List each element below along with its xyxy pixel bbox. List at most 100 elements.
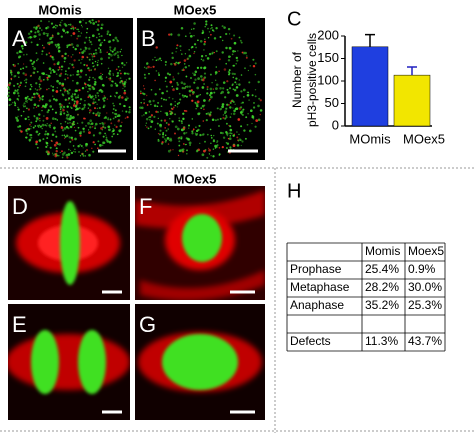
cell-dot xyxy=(56,119,59,121)
cell-dot xyxy=(77,94,79,96)
cell-dot xyxy=(148,116,150,118)
table-cell: Metaphase xyxy=(290,280,350,294)
cell-dot xyxy=(39,27,41,30)
cell-dot xyxy=(91,55,94,58)
cell-dot xyxy=(229,101,232,104)
cell-dot xyxy=(19,68,22,71)
cell-dot xyxy=(159,129,162,132)
cell-dot xyxy=(195,150,199,153)
cell-dot xyxy=(56,154,59,157)
cell-dot xyxy=(45,53,48,56)
cell-dot xyxy=(199,94,201,96)
cell-dot xyxy=(206,133,209,136)
cell-dot xyxy=(232,107,234,109)
cell-dot xyxy=(53,143,57,147)
cell-dot xyxy=(164,140,167,143)
cell-dot xyxy=(167,128,169,130)
cell-dot xyxy=(176,127,180,131)
cell-dot xyxy=(238,36,241,39)
cell-dot xyxy=(116,74,120,77)
cell-dot xyxy=(180,49,182,51)
cell-dot xyxy=(67,91,70,95)
cell-dot xyxy=(78,150,80,153)
cell-dot xyxy=(175,51,177,53)
cell-dot xyxy=(205,119,208,122)
cell-dot xyxy=(7,86,10,89)
cell-dot xyxy=(241,140,244,143)
cell-dot xyxy=(29,83,32,86)
cell-dot xyxy=(19,84,21,87)
cell-dot xyxy=(69,140,72,143)
cell-dot xyxy=(225,141,228,144)
cell-dot xyxy=(46,110,49,114)
cell-dot xyxy=(66,44,69,47)
cell-dot xyxy=(81,55,85,59)
cell-dot xyxy=(30,59,33,62)
cell-dot xyxy=(227,55,231,59)
cell-dot xyxy=(105,134,107,136)
cell-dot xyxy=(125,110,128,113)
cell-dot xyxy=(251,94,254,97)
cell-dot xyxy=(119,50,122,53)
cell-dot xyxy=(111,50,114,53)
cell-dot xyxy=(217,107,219,110)
cell-dot xyxy=(203,43,206,46)
cell-dot xyxy=(46,32,49,35)
cell-dot xyxy=(228,46,231,50)
cell-dot xyxy=(20,114,23,117)
cell-dot xyxy=(191,130,194,133)
cell-dot xyxy=(200,58,203,60)
cell-dot xyxy=(108,52,111,56)
cell-dot xyxy=(252,58,255,61)
cell-dot xyxy=(230,37,233,40)
cell-dot xyxy=(229,132,232,135)
cell-dot xyxy=(197,112,201,116)
cell-dot xyxy=(36,43,39,47)
cell-dot xyxy=(95,122,98,126)
cell-dot xyxy=(143,88,146,90)
cell-dot xyxy=(78,30,80,33)
cell-dot xyxy=(126,72,128,75)
cell-dot xyxy=(17,76,20,79)
cell-dot xyxy=(235,86,239,89)
cell-dot xyxy=(63,127,67,130)
cell-dot xyxy=(236,136,239,139)
cell-dot xyxy=(71,122,74,125)
cell-dot xyxy=(84,100,86,102)
cell-dot xyxy=(227,27,231,31)
cell-dot xyxy=(64,52,67,56)
cell-dot xyxy=(61,68,63,71)
cell-dot xyxy=(89,76,91,79)
cell-dot xyxy=(215,50,218,53)
cell-dot xyxy=(185,75,188,78)
cell-dot xyxy=(60,150,64,153)
cell-dot xyxy=(228,137,232,141)
cell-dot xyxy=(230,113,233,115)
cell-dot xyxy=(76,44,79,47)
cell-dot xyxy=(51,152,54,154)
cell-dot xyxy=(73,126,76,129)
cell-dot xyxy=(68,88,71,91)
cell-dot xyxy=(193,81,196,84)
cell-dot xyxy=(27,32,31,36)
cell-dot xyxy=(183,87,186,90)
cell-dot xyxy=(121,54,123,57)
cell-dot xyxy=(52,86,55,88)
cell-dot xyxy=(193,73,197,77)
cell-dot xyxy=(225,132,229,135)
cell-dot xyxy=(111,111,114,114)
cell-dot xyxy=(174,104,177,107)
cell-dot xyxy=(46,78,49,81)
cell-dot xyxy=(63,137,66,140)
cell-dot xyxy=(175,87,179,90)
cell-dot xyxy=(94,78,96,80)
cell-dot xyxy=(172,106,175,109)
cell-dot xyxy=(86,149,88,151)
cell-dot xyxy=(195,46,197,49)
cell-dot xyxy=(154,93,157,96)
cell-dot xyxy=(92,112,95,115)
cell-dot xyxy=(164,127,167,129)
cell-dot xyxy=(102,84,105,87)
cell-dot xyxy=(67,148,70,151)
cell-dot xyxy=(44,133,47,136)
